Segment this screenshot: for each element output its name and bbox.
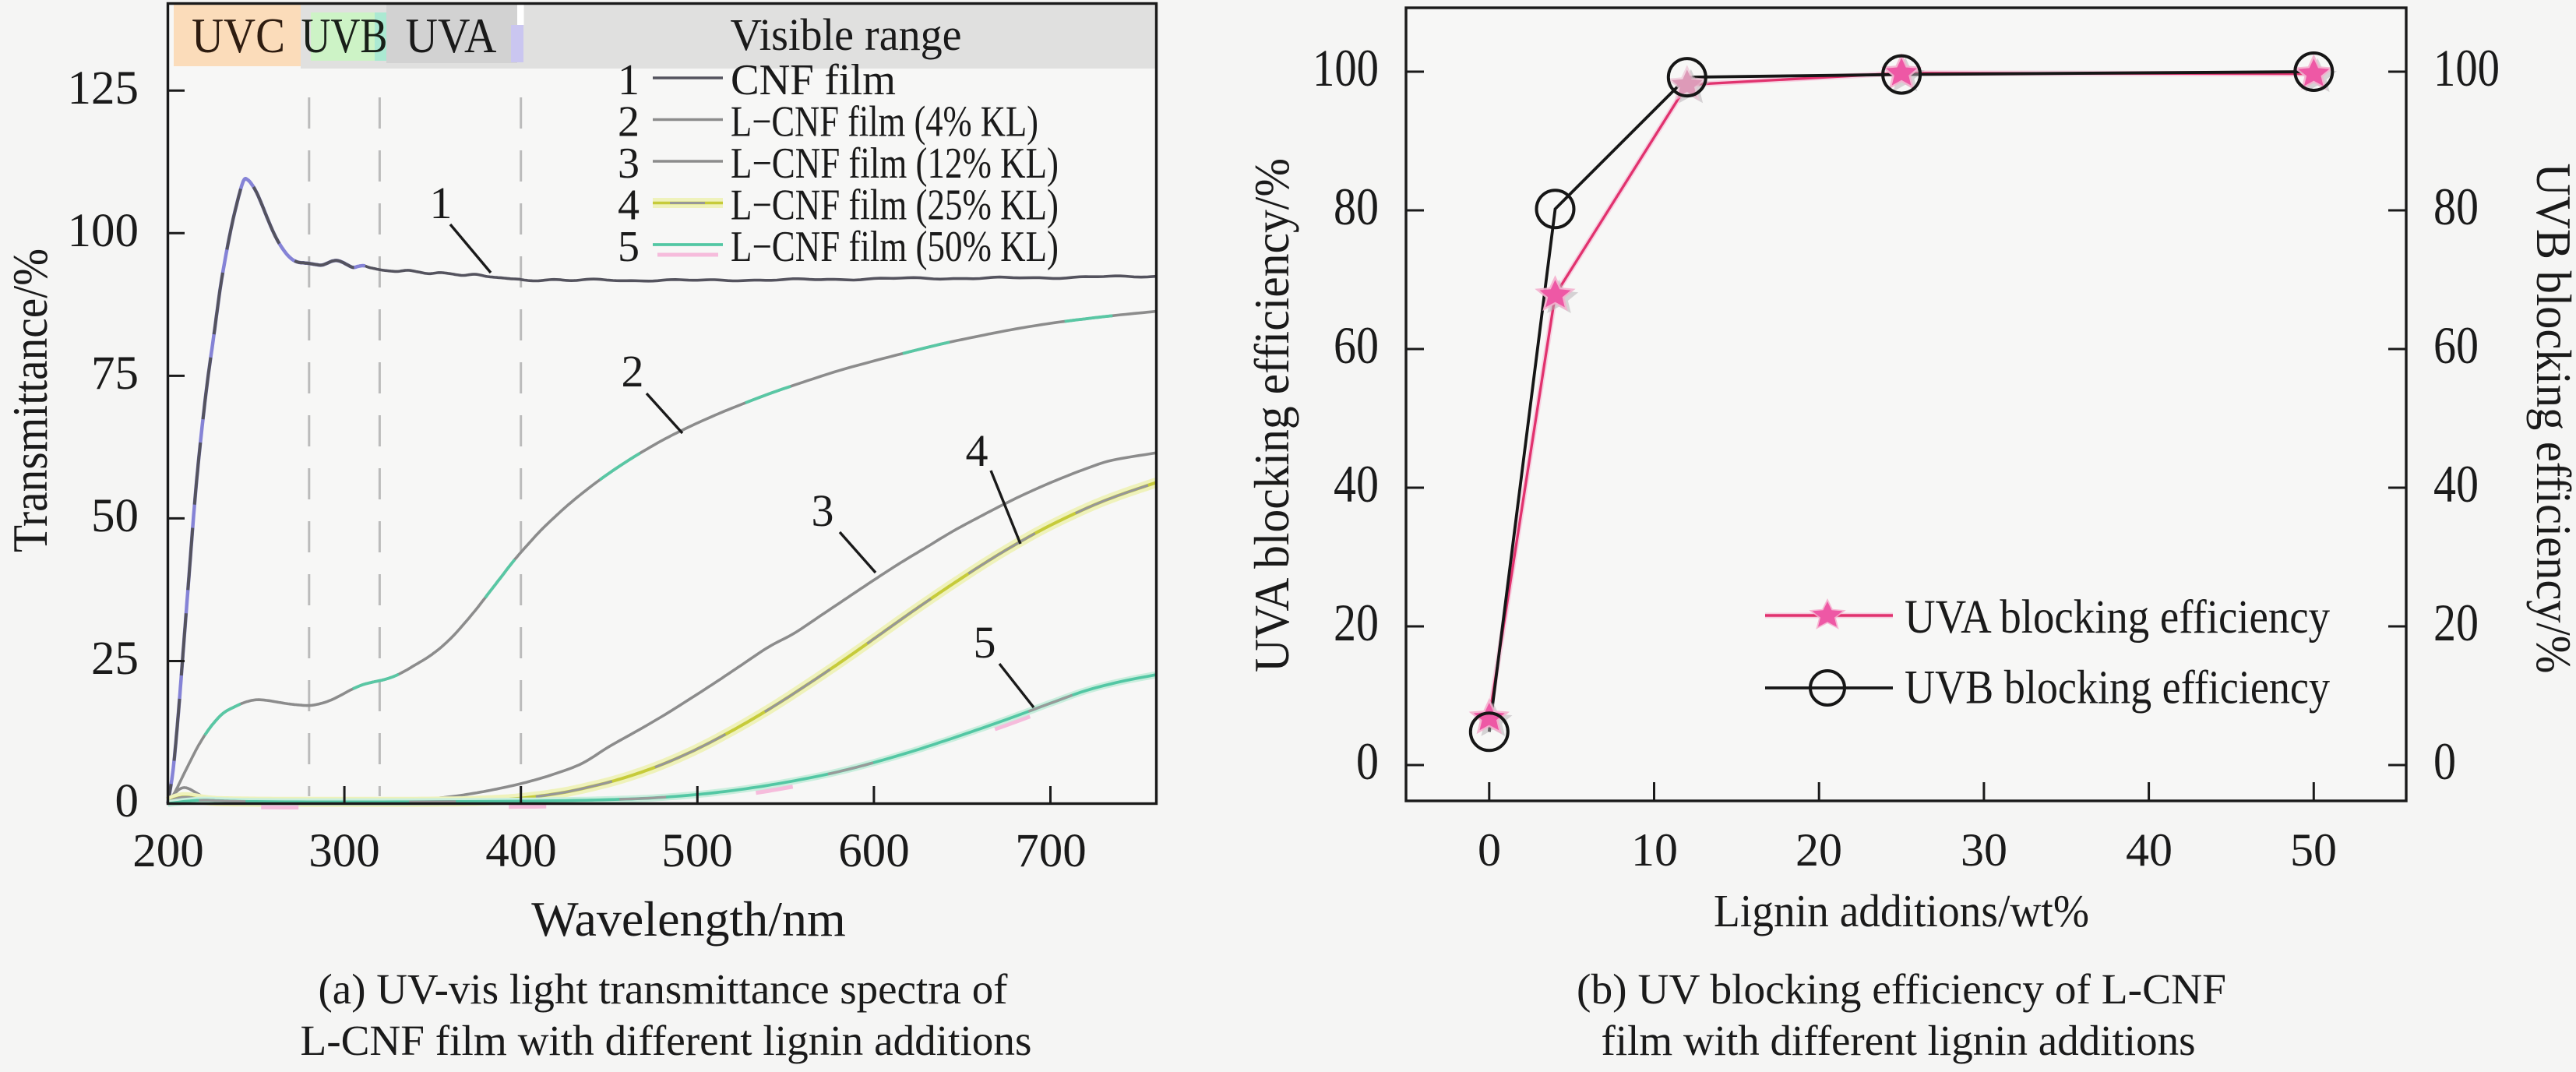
svg-text:200: 200 bbox=[132, 825, 204, 877]
svg-text:600: 600 bbox=[838, 825, 910, 877]
svg-text:0: 0 bbox=[115, 775, 139, 827]
svg-text:L−CNF film (50% KL): L−CNF film (50% KL) bbox=[731, 223, 1059, 271]
svg-text:25: 25 bbox=[91, 633, 139, 685]
svg-text:(a) UV-vis light transmittance: (a) UV-vis light transmittance spectra o… bbox=[319, 965, 1009, 1013]
svg-text:Visible range: Visible range bbox=[731, 9, 962, 60]
svg-text:0: 0 bbox=[1478, 824, 1501, 876]
svg-text:50: 50 bbox=[2290, 824, 2337, 876]
svg-text:300: 300 bbox=[308, 825, 380, 877]
svg-text:2: 2 bbox=[622, 346, 644, 397]
svg-text:1: 1 bbox=[618, 56, 640, 104]
svg-text:2: 2 bbox=[618, 98, 640, 146]
svg-text:L−CNF film (12% KL): L−CNF film (12% KL) bbox=[731, 139, 1059, 188]
svg-text:UVA: UVA bbox=[406, 8, 497, 63]
svg-text:film with different lignin add: film with different lignin additions bbox=[1602, 1017, 2196, 1064]
svg-text:100: 100 bbox=[68, 205, 139, 257]
svg-text:CNF film: CNF film bbox=[731, 56, 896, 104]
svg-text:125: 125 bbox=[68, 62, 139, 115]
svg-text:Lignin additions/wt%: Lignin additions/wt% bbox=[1714, 885, 2089, 936]
svg-text:L−CNF film (25% KL): L−CNF film (25% KL) bbox=[731, 182, 1059, 230]
svg-text:75: 75 bbox=[91, 347, 139, 400]
svg-text:100: 100 bbox=[2433, 38, 2500, 97]
svg-text:UVB blocking efficiency/%: UVB blocking efficiency/% bbox=[2526, 164, 2576, 674]
svg-text:400: 400 bbox=[485, 825, 557, 877]
svg-text:100: 100 bbox=[1313, 38, 1379, 97]
svg-text:60: 60 bbox=[1334, 316, 1379, 375]
svg-text:3: 3 bbox=[812, 485, 834, 536]
svg-text:UVA blocking efficiency/%: UVA blocking efficiency/% bbox=[1244, 158, 1299, 672]
svg-text:UVC: UVC bbox=[192, 8, 285, 63]
svg-text:4: 4 bbox=[966, 425, 988, 476]
svg-text:20: 20 bbox=[1334, 593, 1379, 652]
svg-text:L−CNF film (4% KL): L−CNF film (4% KL) bbox=[731, 98, 1038, 146]
svg-text:3: 3 bbox=[618, 139, 640, 188]
svg-text:0: 0 bbox=[1356, 732, 1379, 791]
svg-text:Transmittance/%: Transmittance/% bbox=[2, 249, 58, 552]
svg-text:UVB blocking efficiency: UVB blocking efficiency bbox=[1905, 662, 2330, 714]
svg-text:5: 5 bbox=[974, 617, 996, 668]
svg-text:40: 40 bbox=[2433, 454, 2479, 513]
svg-text:20: 20 bbox=[2433, 593, 2479, 652]
svg-text:UVB: UVB bbox=[301, 8, 388, 63]
svg-text:5: 5 bbox=[618, 223, 640, 271]
svg-text:80: 80 bbox=[1334, 177, 1379, 236]
svg-text:UVA blocking efficiency: UVA blocking efficiency bbox=[1905, 591, 2330, 644]
svg-text:500: 500 bbox=[661, 825, 733, 877]
svg-text:20: 20 bbox=[1795, 824, 1842, 876]
svg-text:L-CNF film with different lign: L-CNF film with different lignin additio… bbox=[301, 1017, 1032, 1064]
svg-text:4: 4 bbox=[618, 182, 640, 230]
svg-text:50: 50 bbox=[91, 490, 139, 542]
svg-text:Wavelength/nm: Wavelength/nm bbox=[531, 891, 846, 947]
svg-text:40: 40 bbox=[2126, 824, 2173, 876]
svg-text:30: 30 bbox=[1961, 824, 2007, 876]
svg-text:(b) UV blocking efficiency of: (b) UV blocking efficiency of L-CNF bbox=[1577, 965, 2226, 1013]
svg-text:60: 60 bbox=[2433, 316, 2479, 375]
svg-text:700: 700 bbox=[1015, 825, 1087, 877]
svg-text:40: 40 bbox=[1334, 454, 1379, 513]
svg-text:10: 10 bbox=[1631, 824, 1678, 876]
svg-text:80: 80 bbox=[2433, 177, 2479, 236]
svg-text:0: 0 bbox=[2433, 732, 2456, 791]
svg-text:1: 1 bbox=[430, 178, 453, 228]
